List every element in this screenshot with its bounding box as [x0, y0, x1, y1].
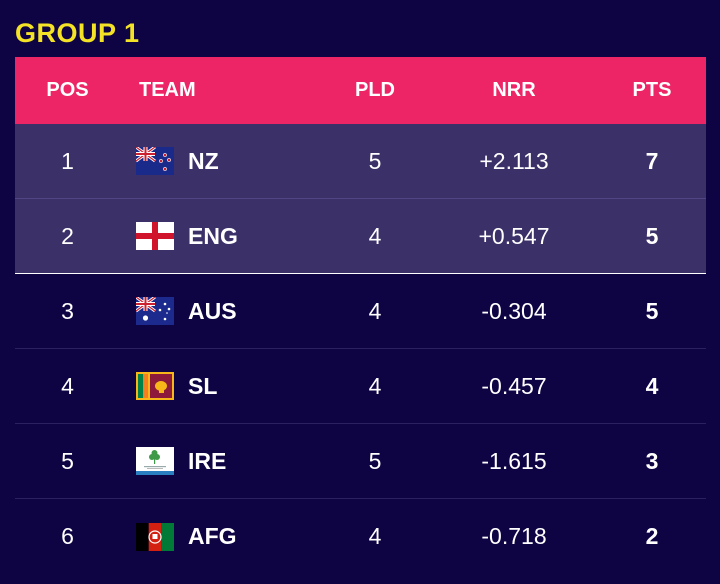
header-pts: PTS: [632, 79, 672, 101]
table-row: 3 AUS 4 -0.304 5: [15, 274, 706, 349]
row-pld: 5: [368, 447, 382, 474]
row-pos: 2: [61, 222, 74, 249]
afghanistan-flag-icon: [136, 522, 174, 551]
row-team: AUS: [120, 297, 320, 325]
team-name: SL: [188, 372, 218, 399]
ireland-cricket-flag-icon: [136, 447, 174, 475]
table-row: 4 SL 4 -0.457 4: [15, 349, 706, 424]
table-header: POS TEAM PLD NRR PTS: [15, 57, 706, 124]
table-row: 1 NZ 5 +2.113 7: [15, 124, 706, 199]
table-row: 6 AFG 4 -0.718 2: [15, 499, 706, 574]
header-team: TEAM: [139, 79, 196, 101]
header-pld: PLD: [355, 79, 395, 101]
row-pts: 4: [645, 372, 659, 399]
header-pos: POS: [46, 79, 89, 101]
group-title: GROUP 1: [15, 18, 140, 48]
row-team: IRE: [120, 447, 320, 475]
team-name: AUS: [188, 297, 237, 324]
row-pos: 1: [61, 147, 74, 174]
new-zealand-flag-icon: [136, 147, 174, 175]
row-nrr: -1.615: [481, 447, 547, 474]
team-name: NZ: [188, 147, 219, 174]
team-name: IRE: [188, 447, 227, 474]
team-name: AFG: [188, 523, 237, 549]
row-pts: 2: [645, 523, 659, 549]
row-pos: 4: [61, 372, 74, 399]
row-nrr: +0.547: [478, 222, 550, 249]
row-nrr: -0.457: [481, 372, 547, 399]
row-team: ENG: [120, 222, 320, 250]
australia-flag-icon: [136, 297, 174, 325]
standings-table: POS TEAM PLD NRR PTS 1 NZ 5: [15, 57, 706, 574]
sri-lanka-flag-icon: [136, 372, 174, 400]
row-nrr: +2.113: [479, 147, 549, 174]
table-row: 5 IRE 5 -1.615 3: [15, 424, 706, 499]
row-team: NZ: [120, 147, 320, 175]
row-pld: 4: [368, 372, 382, 399]
england-flag-icon: [136, 222, 174, 250]
row-team: AFG: [120, 522, 320, 551]
row-pos: 5: [61, 447, 74, 474]
row-pos: 6: [61, 523, 74, 549]
row-team: SL: [120, 372, 320, 400]
row-pld: 4: [368, 297, 382, 324]
team-name: ENG: [188, 222, 238, 249]
row-nrr: -0.718: [481, 523, 547, 549]
row-pos: 3: [61, 297, 74, 324]
row-pts: 7: [645, 147, 659, 174]
row-pld: 5: [368, 147, 382, 174]
row-pts: 5: [645, 222, 659, 249]
header-nrr: NRR: [492, 79, 536, 101]
row-pts: 5: [645, 297, 659, 324]
row-pld: 4: [368, 523, 382, 549]
row-nrr: -0.304: [481, 297, 547, 324]
row-pts: 3: [645, 447, 659, 474]
table-row: 2 ENG 4 +0.547 5: [15, 199, 706, 274]
row-pld: 4: [368, 222, 382, 249]
